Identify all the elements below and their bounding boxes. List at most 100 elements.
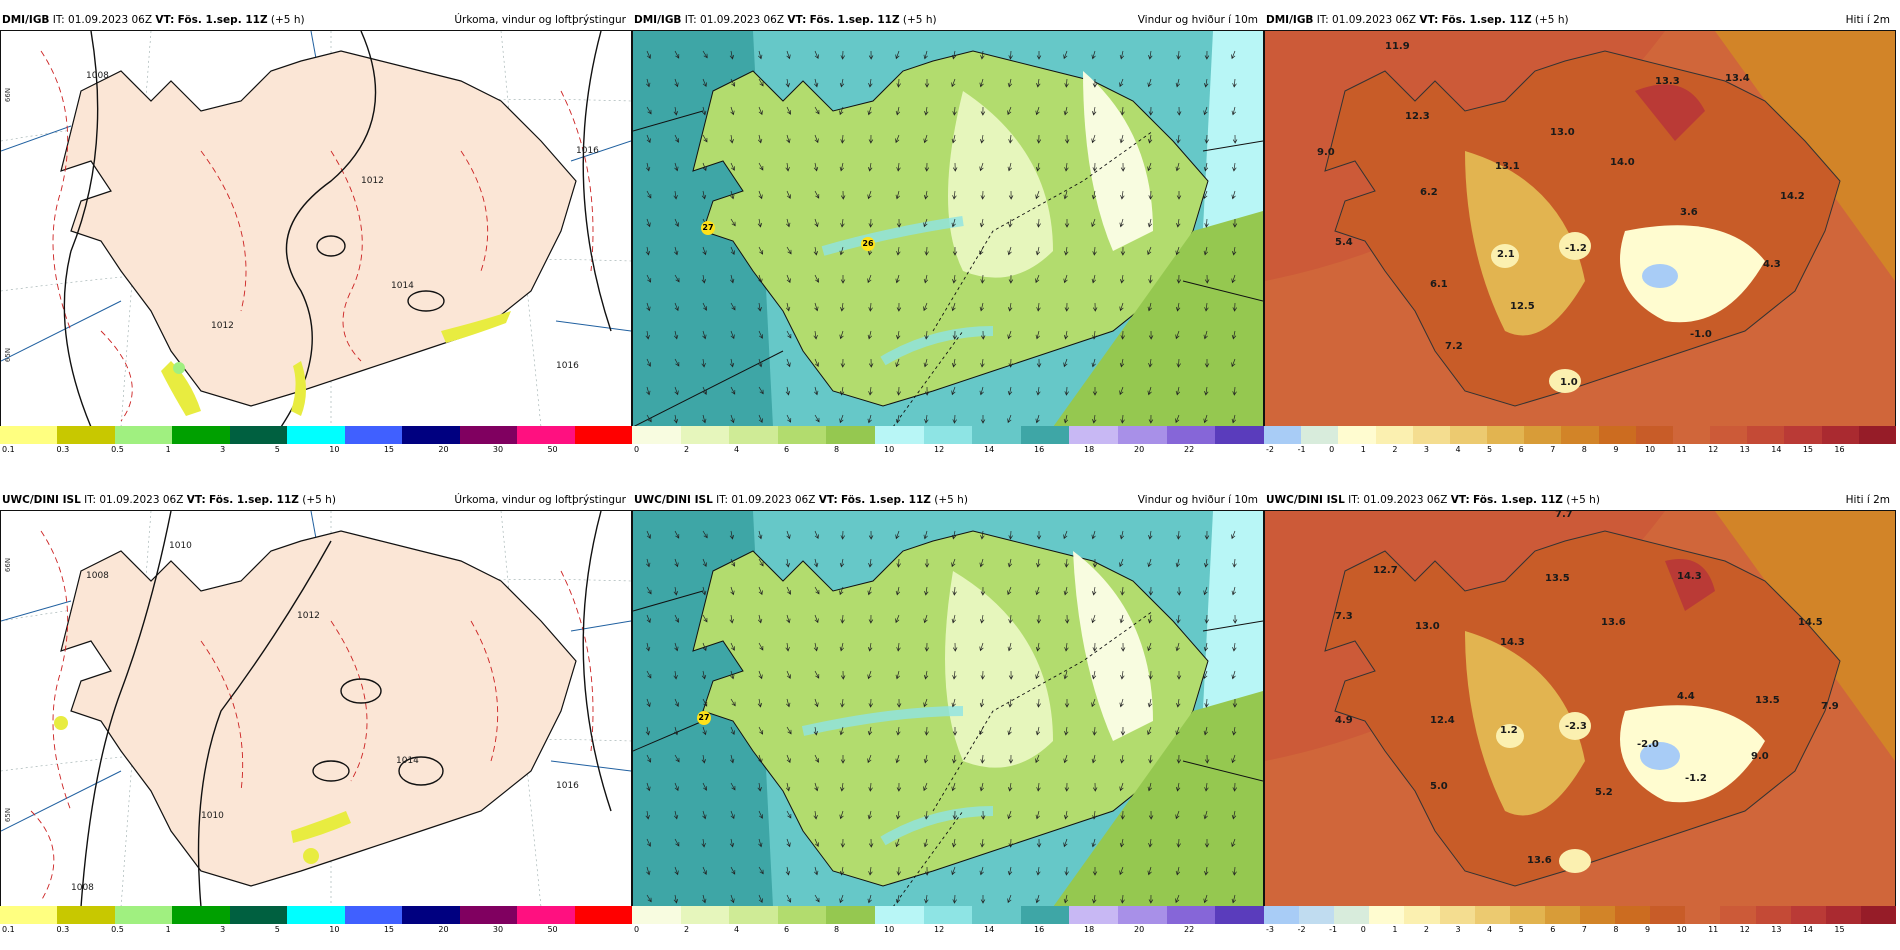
wind-arrow: [923, 50, 928, 60]
temp-value: 1.2: [1500, 725, 1518, 736]
wind-arrow: [1036, 698, 1041, 708]
colorbar-tick-label: 22: [1184, 445, 1195, 454]
wind-arrow: [1147, 726, 1152, 736]
wind-arrow: [1147, 218, 1153, 228]
wind-arrow: [646, 558, 651, 568]
wind-arrow: [868, 162, 873, 172]
init-time: 01.09.2023 06Z: [700, 14, 785, 26]
wind-arrow: [674, 50, 680, 59]
init-time: 01.09.2023 06Z: [99, 494, 184, 506]
colorbar-swatch: [1685, 906, 1721, 924]
wind-arrow: [1091, 614, 1096, 624]
wind-arrow: [786, 894, 792, 903]
wind-arrow: [895, 754, 900, 764]
wind-arrow: [1204, 866, 1209, 876]
wind-arrow: [1176, 698, 1181, 708]
temp-value: 12.4: [1430, 715, 1455, 726]
wind-arrow: [786, 190, 791, 199]
wind-arrow: [1175, 866, 1181, 876]
wind-arrow: [1091, 134, 1096, 144]
wind-arrow: [1092, 78, 1098, 88]
wind-arrow: [868, 558, 873, 568]
wind-arrow: [785, 302, 791, 312]
wind-arrow: [1203, 246, 1209, 256]
wind-arrow: [814, 386, 819, 396]
wind-arrow: [1175, 78, 1181, 88]
wind-arrow: [867, 586, 872, 596]
wind-arrow: [758, 642, 764, 651]
wind-arrow: [840, 530, 845, 540]
wind-arrow: [813, 810, 818, 820]
wind-arrow: [646, 134, 651, 144]
colorbar-swatch: [459, 906, 518, 924]
wind-arrow: [786, 614, 791, 624]
wind-arrow: [1175, 414, 1180, 424]
wind-arrow: [867, 330, 873, 340]
temp-value: 11.9: [1385, 41, 1410, 52]
wind-arrow: [867, 670, 872, 680]
wind-arrow: [1036, 358, 1042, 368]
wind-arrow: [1007, 586, 1012, 596]
gust-badge: 26: [861, 237, 875, 251]
wind-arrow: [951, 386, 956, 396]
wind-arrow: [1091, 358, 1096, 368]
wind-arrow: [868, 530, 874, 540]
wind-colorbar-ticks: 0 2 4 6 8 10 12 14 16 18 20 22: [632, 444, 1264, 456]
wind-arrow: [702, 726, 707, 736]
wind-arrow: [814, 754, 820, 763]
wind-arrow: [702, 698, 708, 707]
colorbar-swatch: [1784, 426, 1822, 444]
wind-arrow: [730, 414, 735, 424]
wind-arrow: [674, 78, 679, 88]
wind-arrow: [729, 274, 735, 284]
wind-arrow: [1148, 274, 1153, 284]
wind-arrow: [895, 670, 900, 680]
colorbar-swatch: [826, 426, 876, 444]
temp-value: 9.0: [1751, 751, 1769, 762]
wind-arrow: [1175, 330, 1180, 340]
temp-colorbar: [1264, 906, 1896, 924]
wind-arrow: [785, 558, 790, 568]
colorbar-swatch: [1264, 426, 1302, 444]
wind-arrow: [980, 838, 985, 848]
colorbar-tick-label: 6: [1550, 925, 1556, 934]
wind-arrow: [1204, 302, 1209, 312]
wind-arrow: [1231, 358, 1236, 368]
wind-arrow: [952, 414, 957, 424]
colorbar-tick-label: 10: [329, 925, 340, 934]
precip-colorbar: [0, 426, 632, 444]
wind-arrow: [1008, 302, 1013, 312]
colorbar-swatch: [0, 426, 58, 444]
wind-arrow: [1007, 810, 1012, 820]
wind-arrow: [1175, 162, 1180, 172]
wind-arrow: [895, 358, 900, 368]
colorbar-swatch: [1487, 426, 1525, 444]
colorbar-tick-label: 50: [547, 925, 558, 934]
wind-arrow: [840, 218, 845, 228]
wind-arrow: [952, 162, 958, 172]
temp-value: 3.6: [1680, 207, 1698, 218]
wind-arrow: [1147, 162, 1152, 172]
wind-arrow: [757, 782, 762, 792]
wind-arrow: [951, 50, 957, 60]
wind-arrow: [702, 894, 707, 904]
colorbar-tick-label: 13: [1739, 445, 1750, 454]
wind-arrow: [923, 358, 928, 368]
colorbar-tick-label: -2: [1297, 925, 1306, 934]
colorbar-swatch: [287, 426, 345, 444]
wind-map: 27: [632, 510, 1264, 908]
colorbar-swatch: [1020, 426, 1070, 444]
temp-value: 7.2: [1445, 341, 1463, 352]
colorbar-tick-label: 0.5: [111, 925, 124, 934]
wind-arrow: [1175, 642, 1180, 652]
wind-arrow: [674, 838, 680, 847]
wind-arrow: [868, 642, 873, 652]
wind-arrow: [1007, 162, 1012, 172]
wind-arrow: [952, 190, 957, 200]
wind-arrow: [1007, 558, 1013, 568]
wind-arrow: [980, 274, 985, 284]
temp-value: 5.2: [1595, 787, 1613, 798]
wind-arrow: [1035, 162, 1041, 172]
wind-arrow: [786, 586, 792, 595]
colorbar-swatch: [1215, 906, 1264, 924]
